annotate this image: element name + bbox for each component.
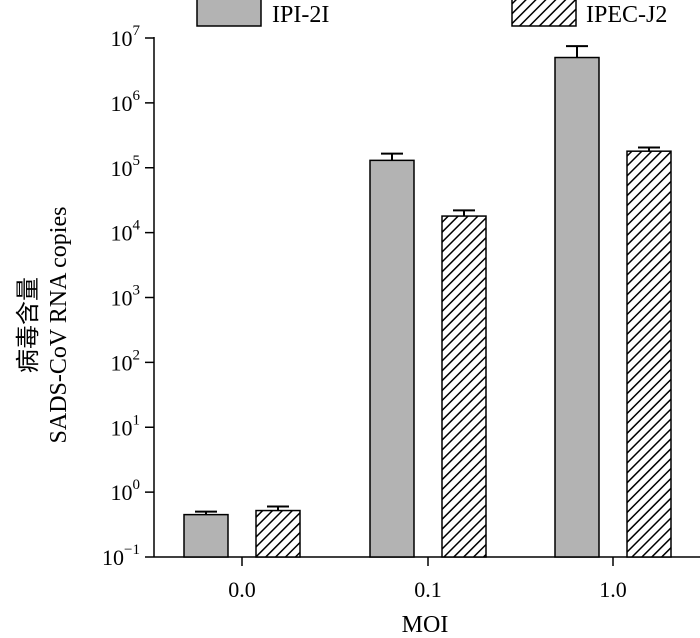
bar-ipi-2i-0-0 bbox=[183, 513, 229, 558]
legend-label-ipec-j2: IPEC-J2 bbox=[586, 2, 667, 28]
y-axis-title-line1: 病毒含量 bbox=[15, 277, 42, 373]
bar-ipi-2i-1-0 bbox=[554, 56, 600, 558]
y-tick-label: 104 bbox=[111, 218, 141, 246]
legend-label-ipi-2i: IPI-2I bbox=[272, 2, 329, 28]
y-axis-title: 病毒含量 SADS-CoV RNA copies bbox=[15, 207, 72, 444]
y-tick-label: 101 bbox=[111, 412, 141, 440]
bar-ipec-j2-0-1 bbox=[441, 215, 487, 558]
x-axis-title: MOI bbox=[402, 612, 449, 638]
legend-swatch-ipec-j2 bbox=[511, 0, 577, 27]
y-tick-label: 100 bbox=[111, 477, 141, 505]
bar-ipec-j2-0-0 bbox=[255, 509, 301, 558]
y-tick-label: 102 bbox=[111, 347, 141, 375]
legend-swatch-ipi-2i bbox=[196, 0, 262, 27]
plot-area: 10−1 100 101 102 103 104 105 106 107 0.0 0.1 1.0 bbox=[102, 23, 700, 602]
x-tick-label: 0.1 bbox=[414, 577, 442, 602]
y-tick-label: 103 bbox=[111, 283, 141, 311]
y-axis-title-line2: SADS-CoV RNA copies bbox=[46, 207, 72, 444]
y-tick-label: 106 bbox=[111, 88, 141, 116]
x-tick-label: 0.0 bbox=[228, 577, 256, 602]
legend: IPI-2I IPEC-J2 bbox=[196, 0, 667, 28]
y-tick-label: 10−1 bbox=[102, 542, 140, 570]
bar-ipi-2i-0-1 bbox=[369, 159, 415, 558]
y-tick-label: 105 bbox=[111, 153, 141, 181]
x-tick-label: 1.0 bbox=[599, 577, 627, 602]
bar-ipec-j2-1-0 bbox=[626, 150, 672, 558]
y-tick-label: 107 bbox=[111, 23, 141, 51]
